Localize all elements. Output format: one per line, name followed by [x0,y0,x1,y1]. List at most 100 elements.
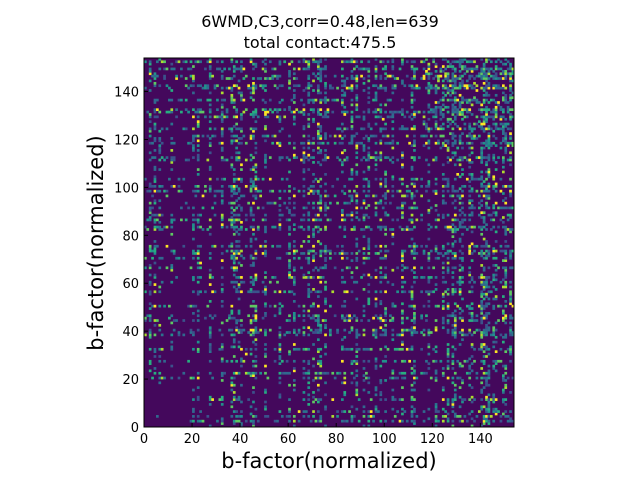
heatmap-cell [362,379,366,382]
heatmap-cell [278,345,282,349]
x-tick: 100 [372,423,397,447]
heatmap-cell [420,276,423,279]
heatmap-cell [292,331,296,334]
heatmap-cell [362,388,366,392]
heatmap-cell [196,249,200,253]
heatmap-cell [288,290,291,294]
heatmap-cell [172,158,176,162]
heatmap-cell [501,278,505,282]
heatmap-cell [324,173,327,176]
heatmap-cell [343,335,347,339]
heatmap-cell [213,134,217,138]
heatmap-cell [379,60,383,64]
heatmap-cell [319,362,323,366]
heatmap-cell [377,316,380,320]
heatmap-cell [384,266,387,270]
heatmap-cell [374,108,378,112]
heatmap-cell [225,77,229,80]
heatmap-cell [391,194,395,198]
heatmap-cell [237,371,241,375]
heatmap-cell [199,419,202,423]
heatmap-cell [264,276,267,279]
heatmap-cell [401,386,404,389]
heatmap-cell [367,290,371,294]
heatmap-cell [485,256,488,260]
heatmap-cell [410,304,414,308]
heatmap-cell [413,331,416,334]
heatmap-cell [401,153,404,157]
heatmap-cell [497,103,500,107]
heatmap-cell [458,65,462,68]
heatmap-cell [468,184,472,188]
heatmap-cell [170,280,174,284]
heatmap-cell [432,359,436,363]
heatmap-cell [405,194,409,198]
heatmap-cell [374,77,378,80]
heatmap-cell [509,266,512,270]
heatmap-cell [487,86,491,90]
heatmap-cell [237,91,241,95]
heatmap-cell [321,249,325,253]
heatmap-cell [192,91,195,95]
heatmap-cell [278,331,282,334]
heatmap-cell [463,84,467,88]
heatmap-cell [441,307,445,310]
heatmap-cell [485,283,488,286]
heatmap-cell [252,415,255,418]
x-tick-label: 20 [184,432,201,447]
heatmap-cell [292,367,296,370]
heatmap-cell [453,230,457,234]
heatmap-cell [292,93,296,97]
heatmap-cell [425,72,428,76]
heatmap-cell [410,67,414,71]
heatmap-cell [413,60,416,64]
heatmap-cell [461,297,464,301]
heatmap-cell [283,108,287,112]
heatmap-cell [487,326,491,330]
heatmap-cell [235,139,238,143]
heatmap-cell [425,158,428,162]
heatmap-cell [240,323,243,327]
heatmap-cell [509,65,512,68]
heatmap-cell [316,331,320,334]
heatmap-cell [240,69,243,73]
heatmap-cell [374,359,378,363]
heatmap-cell [230,101,234,104]
heatmap-cell [480,316,484,320]
heatmap-cell [398,419,402,423]
heatmap-cell [292,110,296,114]
heatmap-cell [441,276,445,279]
heatmap-cell [153,165,157,169]
heatmap-cell [355,331,359,334]
heatmap-cell [220,276,224,279]
heatmap-cell [316,419,320,423]
heatmap-cell [509,74,512,78]
heatmap-cell [449,194,452,198]
heatmap-cell [280,359,284,363]
heatmap-cell [473,206,476,210]
heatmap-cell [413,110,416,114]
heatmap-cell [494,108,498,112]
heatmap-cell [494,84,498,88]
heatmap-cell [292,146,296,150]
heatmap-cell [254,110,258,114]
heatmap-cell [386,189,390,193]
heatmap-cell [499,127,503,131]
heatmap-cell [456,110,460,114]
heatmap-cell [220,283,224,286]
heatmap-cell [357,249,361,253]
heatmap-cell [485,415,488,418]
heatmap-cell [482,316,486,320]
heatmap-cell [148,115,152,119]
heatmap-cell [482,101,486,104]
heatmap-cell [278,120,282,123]
heatmap-cell [453,323,457,327]
heatmap-cell [384,256,387,260]
heatmap-cell [230,206,234,210]
heatmap-cell [468,271,472,274]
heatmap-cell [379,108,383,112]
heatmap-cell [461,206,464,210]
heatmap-cell [278,144,282,147]
heatmap-cell [480,211,484,215]
heatmap-cell [501,91,505,95]
